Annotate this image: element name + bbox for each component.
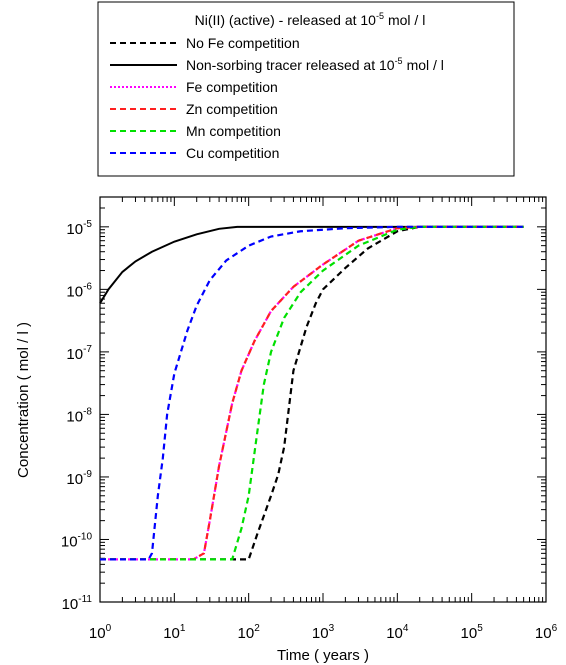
series-line-mn-competition: [100, 225, 524, 561]
legend-title-unit: mol / l: [388, 12, 425, 28]
legend-label-mn-competition: Mn competition: [186, 123, 281, 139]
y-tick-label: 10-7: [66, 344, 92, 363]
legend-label-no-fe-competition: No Fe competition: [186, 35, 300, 51]
tick-labels: 100 101 102 103 104 105 106 10-11 10-10 10-9 10-8 1…: [61, 219, 558, 642]
series-lines: [99, 225, 524, 561]
y-axis-label: Concentration ( mol / l ): [15, 322, 32, 478]
legend-title: Ni(II) (active) - released at 10-5 mol / …: [195, 11, 426, 28]
x-axis-label: Time ( years ): [277, 647, 369, 664]
series-line-no-fe-competition: [100, 225, 524, 561]
x-tick-label: 103: [312, 623, 335, 642]
legend-title-exponent: -5: [376, 11, 384, 21]
x-tick-label: 106: [535, 623, 558, 642]
y-tick-label: 10-11: [62, 594, 93, 613]
series-line-zn-competition: [100, 225, 524, 561]
y-tick-label: 10-5: [66, 219, 92, 238]
x-tick-label: 100: [89, 623, 112, 642]
legend-label-cu-competition: Cu competition: [186, 145, 279, 161]
y-tick-label: 10-10: [61, 531, 93, 550]
legend-entries: No Fe competition Non-sorbing tracer rele…: [110, 35, 444, 161]
legend-box: [97, 1, 515, 177]
series-line-cu-competition: [100, 225, 524, 561]
x-tick-label: 102: [238, 623, 261, 642]
x-tick-label: 101: [163, 623, 186, 642]
y-tick-label: 10-8: [66, 406, 92, 425]
plot-frame: [99, 196, 547, 603]
x-tick-label: 104: [386, 623, 409, 642]
legend-label-non-sorbing-tracer: Non-sorbing tracer released at 10-5 mol /…: [186, 56, 444, 73]
legend-label-zn-competition: Zn competition: [186, 101, 278, 117]
legend-title-text: Ni(II) (active) - released at 10: [195, 12, 376, 28]
y-tick-label: 10-6: [66, 281, 92, 300]
legend-label-fe-competition: Fe competition: [186, 79, 278, 95]
y-tick-label: 10-9: [66, 469, 92, 488]
x-tick-label: 105: [461, 623, 484, 642]
axis-ticks: [99, 197, 546, 603]
series-line-non-sorbing-tracer: [99, 225, 524, 304]
series-line-fe-competition: [100, 225, 524, 561]
